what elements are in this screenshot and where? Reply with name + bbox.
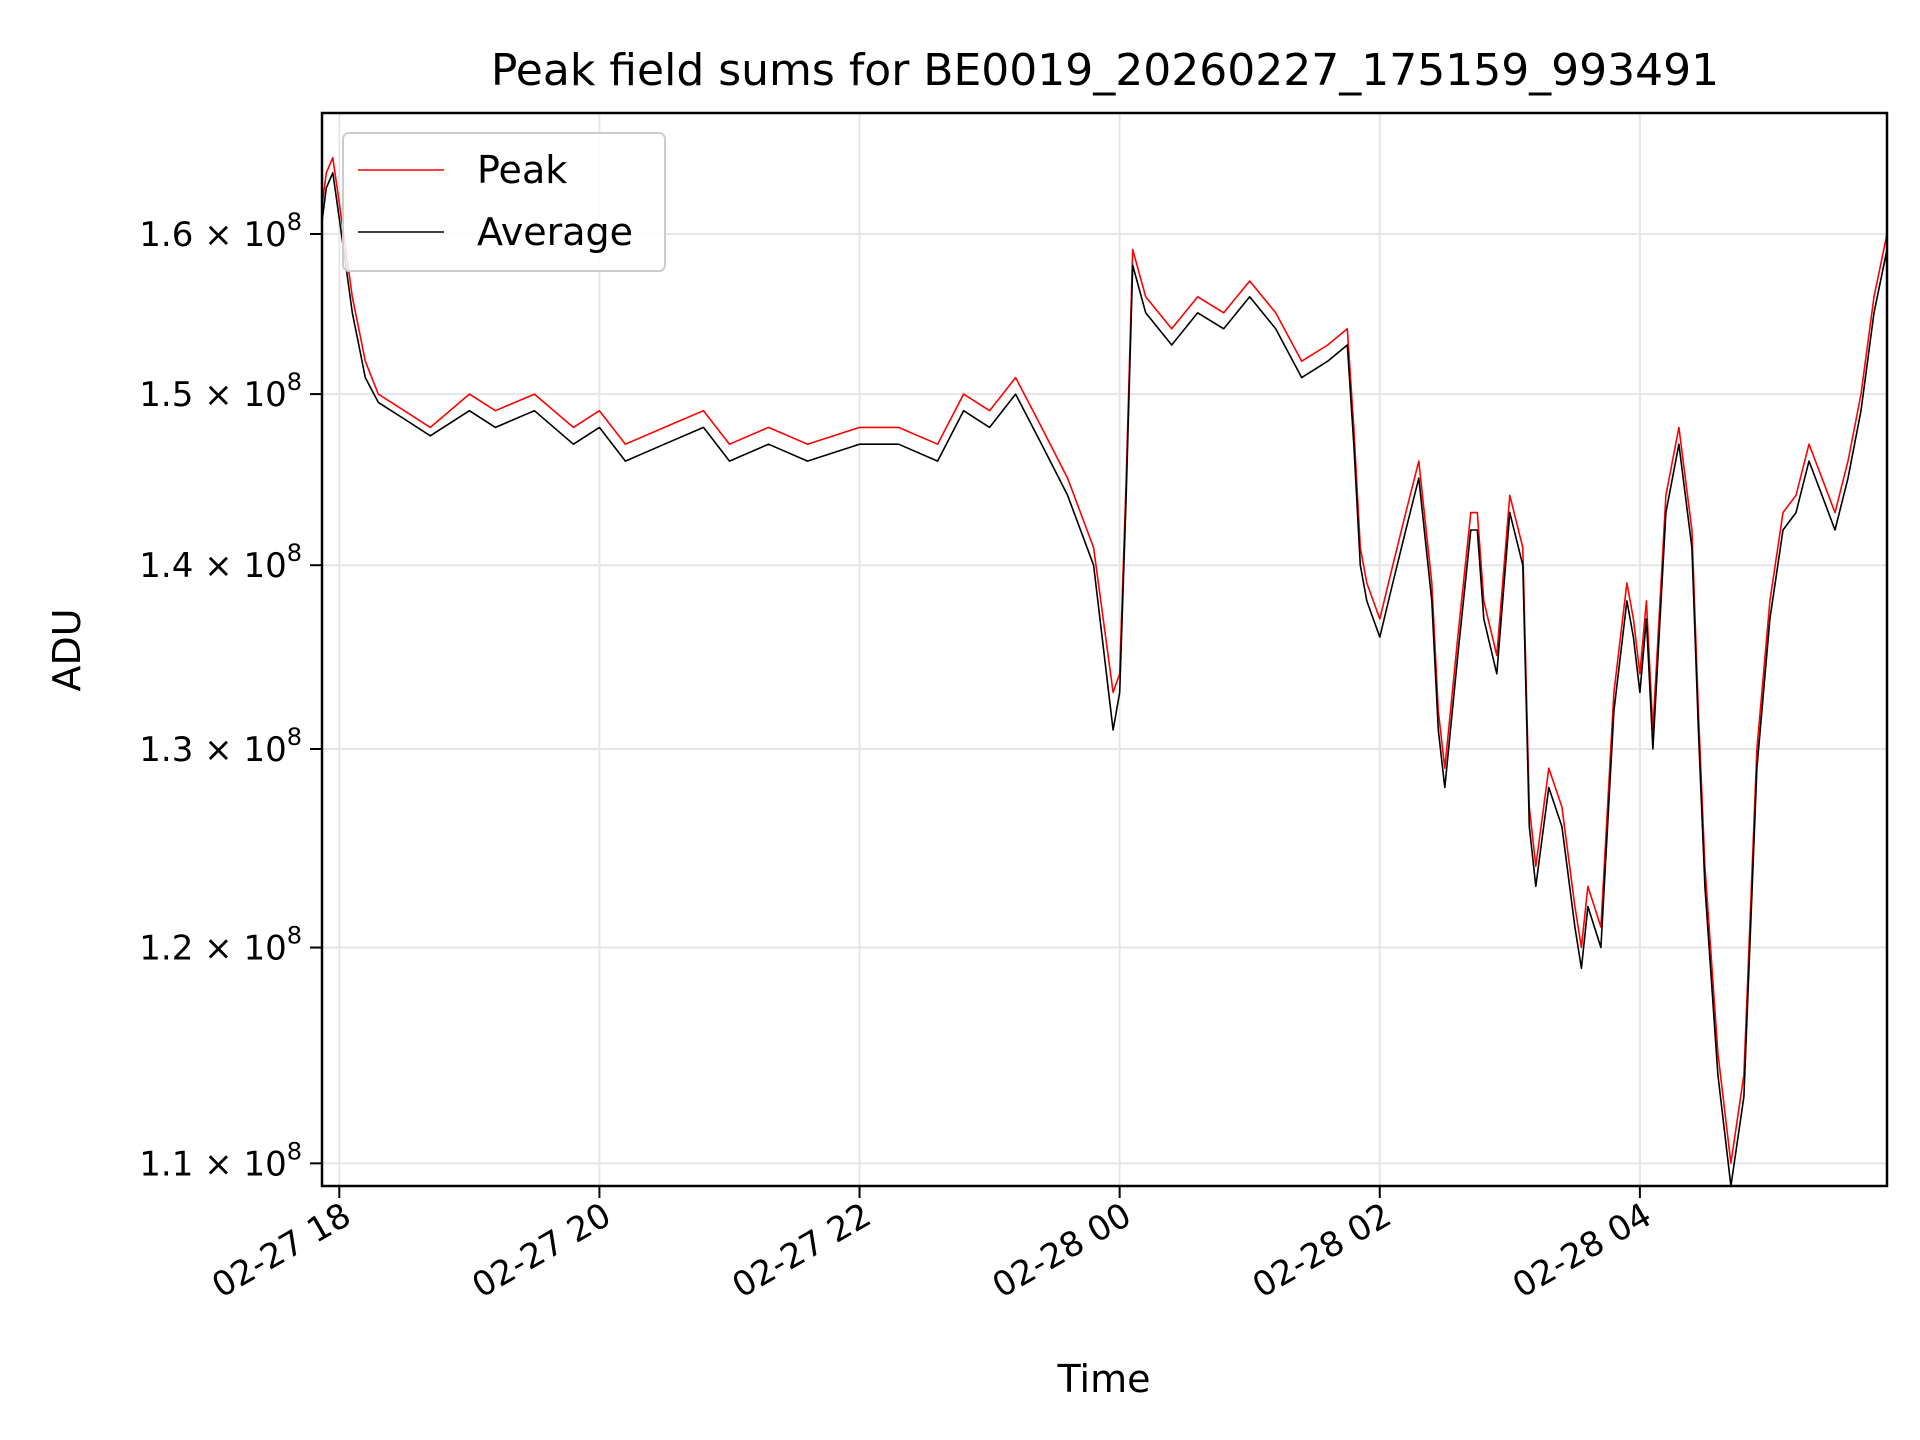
x-grid: [338, 113, 1641, 1186]
y-tick-label: 1.2 × 108: [139, 922, 302, 969]
y-tick-label: 1.1 × 108: [139, 1137, 302, 1184]
y-tick-label: 1.5 × 108: [139, 368, 302, 415]
y-grid: [322, 233, 1887, 1165]
y-tick-label: 1.3 × 108: [139, 723, 302, 770]
legend: Peak Average: [342, 132, 666, 272]
y-tick-label: 1.6 × 108: [139, 208, 302, 255]
series-line-average: [321, 172, 1888, 1187]
chart-title: Peak field sums for BE0019_20260227_1751…: [491, 45, 1719, 96]
series-layer: [321, 156, 1888, 1187]
legend-label-average: Average: [477, 210, 633, 254]
legend-label-peak: Peak: [477, 148, 567, 192]
y-axis-ticks: 1.1 × 108 1.2 × 108 1.3 × 108 1.4 × 108 1.5 …: [139, 208, 322, 1184]
y-tick-label: 1.4 × 108: [139, 539, 302, 586]
x-axis-label: Time: [1057, 1357, 1151, 1401]
legend-box: [342, 132, 666, 272]
plot-frame: [320, 111, 1889, 1188]
y-axis-label: ADU: [45, 608, 89, 691]
